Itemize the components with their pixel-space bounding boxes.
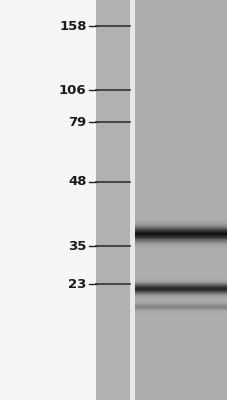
Bar	[134, 255, 227, 256]
Bar	[134, 243, 227, 244]
Bar	[134, 279, 227, 280]
Bar	[134, 288, 227, 289]
Bar	[134, 286, 227, 287]
Bar	[134, 241, 227, 242]
Bar	[134, 284, 227, 285]
Bar	[134, 244, 227, 245]
Bar	[134, 240, 227, 241]
Bar	[134, 234, 227, 235]
Text: 158: 158	[59, 20, 86, 32]
Bar	[134, 303, 227, 304]
Bar	[134, 238, 227, 239]
Bar	[134, 280, 227, 281]
Bar	[134, 210, 227, 211]
Text: 23: 23	[68, 278, 86, 290]
Bar	[134, 299, 227, 300]
Bar	[134, 276, 227, 277]
Bar	[134, 272, 227, 273]
Bar	[134, 256, 227, 257]
Bar	[134, 233, 227, 234]
Bar	[134, 271, 227, 272]
Bar	[134, 242, 227, 243]
Bar	[130, 0, 134, 400]
Bar	[134, 304, 227, 305]
Bar	[134, 296, 227, 297]
Bar	[134, 291, 227, 292]
Bar	[134, 295, 227, 296]
Bar	[134, 285, 227, 286]
Bar	[134, 239, 227, 240]
Bar	[134, 253, 227, 254]
Bar	[134, 223, 227, 224]
Text: 48: 48	[68, 176, 86, 188]
Bar	[134, 273, 227, 274]
Bar	[134, 219, 227, 220]
Bar	[134, 249, 227, 250]
Bar	[134, 222, 227, 223]
Bar	[134, 252, 227, 253]
Bar	[134, 275, 227, 276]
Bar	[134, 227, 227, 228]
Bar	[134, 237, 227, 238]
Bar	[134, 290, 227, 291]
Bar	[134, 220, 227, 221]
Bar	[134, 212, 227, 213]
Bar	[134, 229, 227, 230]
Bar	[134, 225, 227, 226]
Bar	[134, 305, 227, 306]
Bar	[134, 250, 227, 251]
Bar	[134, 294, 227, 295]
Bar	[134, 235, 227, 236]
Bar	[134, 218, 227, 219]
Bar	[134, 215, 227, 216]
Bar	[134, 228, 227, 229]
Bar	[134, 247, 227, 248]
Bar	[134, 251, 227, 252]
Bar	[134, 232, 227, 233]
Bar	[134, 282, 227, 283]
Bar	[134, 293, 227, 294]
Bar	[134, 211, 227, 212]
Text: 35: 35	[68, 240, 86, 252]
Bar	[134, 254, 227, 255]
Bar	[134, 216, 227, 217]
Bar	[134, 245, 227, 246]
Bar	[134, 302, 227, 303]
Bar	[134, 230, 227, 231]
Bar	[134, 292, 227, 293]
Bar	[134, 298, 227, 299]
Bar	[134, 283, 227, 284]
Text: 106: 106	[59, 84, 86, 96]
Bar	[134, 277, 227, 278]
Bar	[95, 0, 131, 400]
Bar	[134, 214, 227, 215]
Bar	[134, 224, 227, 225]
Bar	[134, 306, 227, 307]
Bar	[134, 281, 227, 282]
Bar	[134, 301, 227, 302]
Bar	[134, 217, 227, 218]
Bar	[134, 213, 227, 214]
Bar	[134, 246, 227, 247]
Bar	[134, 0, 227, 400]
Bar	[134, 236, 227, 237]
Bar	[134, 221, 227, 222]
Bar	[134, 248, 227, 249]
Bar	[0, 0, 95, 400]
Bar	[134, 231, 227, 232]
Bar	[134, 297, 227, 298]
Bar	[134, 287, 227, 288]
Bar	[134, 257, 227, 258]
Bar	[134, 226, 227, 227]
Text: 79: 79	[68, 116, 86, 128]
Bar	[134, 278, 227, 279]
Bar	[134, 274, 227, 275]
Bar	[134, 300, 227, 301]
Bar	[134, 289, 227, 290]
